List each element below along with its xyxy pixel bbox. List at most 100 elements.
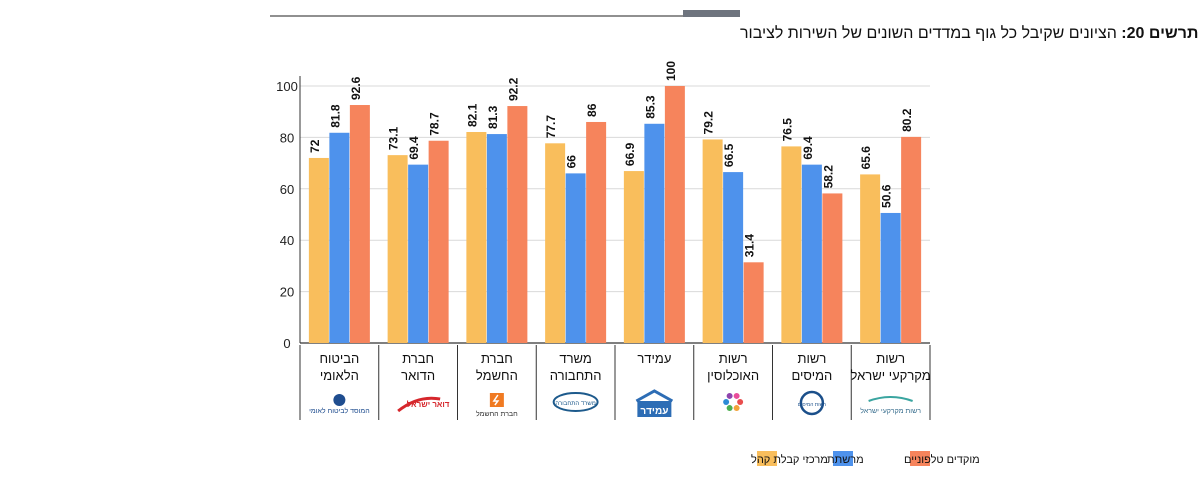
amidar-block-icon — [637, 401, 672, 417]
category-label-line2: הלאומי — [320, 368, 359, 383]
logo-text: רשות מקרקעי ישראל — [860, 407, 921, 415]
logo-text: דואר ישראל — [407, 400, 450, 409]
electric-company-logo: חברת החשמל — [476, 393, 518, 418]
data-label: 58.2 — [821, 165, 835, 189]
data-label: 80.2 — [900, 108, 914, 132]
tax-authority-logo: רשות המיסים — [798, 390, 826, 416]
data-label: 69.4 — [407, 136, 421, 160]
people-dot-icon — [733, 405, 740, 412]
electric-icon — [489, 393, 504, 407]
people-dot-icon — [737, 399, 744, 405]
data-label: 76.5 — [780, 118, 794, 142]
category-label-line1: רשות — [797, 351, 826, 366]
land-authority-logo: רשות מקרקעי ישראל — [860, 396, 921, 415]
bar — [545, 143, 566, 343]
chart-title-prefix: תרשים 20: — [1121, 25, 1198, 42]
people-dot-icon — [726, 405, 733, 412]
title-accent-bar — [683, 10, 740, 17]
bar — [801, 164, 822, 343]
category-label-line2: התחבורה — [550, 368, 602, 383]
data-label: 65.6 — [859, 146, 873, 170]
amidar-logo: עמידר — [635, 389, 674, 417]
emblem-icon — [333, 394, 346, 406]
bar — [822, 193, 843, 343]
bar — [486, 134, 507, 343]
data-label: 66.5 — [722, 143, 736, 167]
bar — [408, 164, 429, 343]
y-tick-label: 20 — [280, 285, 294, 300]
bar — [565, 173, 586, 343]
bar — [586, 121, 607, 343]
roof-icon — [635, 389, 674, 403]
data-label: 82.1 — [465, 103, 479, 127]
legend-swatch — [757, 451, 777, 466]
lightning-icon — [492, 394, 500, 406]
bar — [781, 146, 802, 343]
data-label: 72 — [308, 139, 322, 153]
legend-swatch — [910, 451, 930, 466]
data-label: 31.4 — [743, 234, 757, 258]
bar — [860, 174, 881, 343]
bar — [507, 106, 528, 344]
israel-post-logo: דואר ישראל — [397, 396, 450, 413]
bar — [644, 123, 665, 344]
bar — [743, 262, 764, 343]
national-insurance-logo: המוסד לביטוח לאומי — [309, 394, 370, 415]
category-label-line1: חברת — [481, 351, 513, 366]
y-tick-label: 60 — [280, 182, 294, 197]
bar — [664, 86, 685, 343]
data-label: 50.6 — [880, 184, 894, 208]
bar — [428, 140, 449, 343]
category-label-line2: האוכלוסין — [707, 368, 759, 383]
chart-title: תרשים 20: הציונים שקיבל כל גוף במדדים הש… — [740, 24, 1198, 42]
data-label: 78.7 — [428, 112, 442, 136]
logo-text: המוסד לביטוח לאומי — [309, 407, 370, 415]
transport-ministry-logo: משרד התחבורה — [552, 392, 599, 412]
data-label: 66 — [565, 155, 579, 169]
bar — [466, 132, 487, 343]
logo-text: רשות המיסים — [798, 402, 826, 408]
category-label-line2: המיסים — [792, 368, 833, 383]
legend-label: מרשתת — [827, 454, 864, 466]
post-swoosh-icon — [397, 396, 441, 413]
y-tick-label: 100 — [276, 79, 298, 94]
bar — [723, 172, 744, 343]
y-tick-label: 80 — [280, 130, 294, 145]
category-label-line1: רשות — [719, 351, 748, 366]
bar — [901, 136, 922, 343]
bar — [329, 132, 350, 343]
people-dot-icon — [723, 399, 730, 405]
data-label: 81.8 — [328, 104, 342, 128]
category-label-line1: הביטוח — [319, 351, 359, 366]
category-label-line1: עמידר — [637, 351, 671, 366]
category-label-line2: מקרקעי ישראל — [851, 368, 931, 383]
data-label: 92.6 — [349, 76, 363, 100]
people-dot-icon — [726, 392, 733, 399]
category-label-line1: רשות — [876, 351, 905, 366]
data-label: 77.7 — [544, 115, 558, 139]
data-label: 69.4 — [801, 136, 815, 160]
category-label-line1: משרד — [559, 351, 591, 366]
y-tick-label: 40 — [280, 233, 294, 248]
data-label: 92.2 — [506, 77, 520, 101]
land-wave-icon — [868, 396, 913, 402]
bar — [702, 139, 723, 343]
tax-emblem-icon — [799, 390, 825, 416]
category-label-line1: חברת — [402, 351, 434, 366]
bar — [387, 155, 408, 343]
legend-label: מרכזי קבלת קהל — [751, 453, 828, 466]
legend-label: מוקדים טלפוניים — [904, 453, 980, 466]
data-label: 85.3 — [643, 95, 657, 119]
data-label: 73.1 — [387, 126, 401, 150]
bar — [880, 212, 901, 343]
people-dot-icon — [733, 392, 740, 399]
data-label: 100 — [664, 61, 678, 81]
bar — [308, 157, 329, 343]
category-label-line2: הדואר — [401, 368, 435, 383]
logo-text: עמידר — [640, 406, 668, 417]
chart-title-text: הציונים שקיבל כל גוף במדדים השונים של הש… — [740, 24, 1121, 42]
logo-text: משרד התחבורה — [555, 401, 596, 407]
data-label: 66.9 — [623, 142, 637, 166]
